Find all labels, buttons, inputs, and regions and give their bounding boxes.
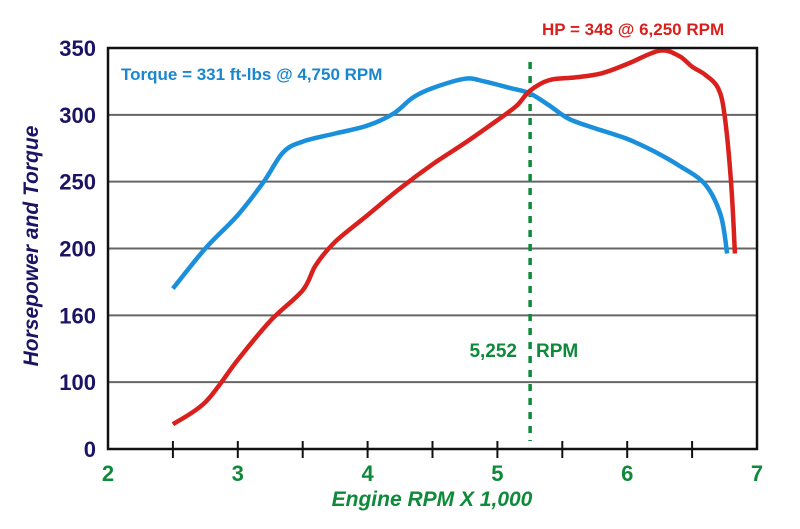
- y-tick-label: 350: [59, 36, 96, 61]
- reference-rpm-value: 5,252: [469, 341, 517, 362]
- x-axis-label: Engine RPM X 1,000: [332, 488, 533, 511]
- y-axis-label: Horsepower and Torque: [20, 125, 43, 366]
- torque-peak-annotation: Torque = 331 ft-lbs @ 4,750 RPM: [121, 65, 382, 84]
- x-axis-ticks: 2 3 4 5 6 7: [102, 441, 763, 486]
- y-tick-label: 300: [59, 103, 96, 128]
- hp-peak-annotation: HP = 348 @ 6,250 RPM: [542, 20, 724, 39]
- x-tick-label: 7: [751, 461, 763, 486]
- y-tick-label: 100: [59, 370, 96, 395]
- plot-curves: [171, 48, 738, 427]
- hp-curve: [171, 48, 738, 427]
- x-tick-label: 5: [491, 461, 503, 486]
- x-tick-label: 2: [102, 461, 114, 486]
- torque-curve: [171, 76, 730, 291]
- y-tick-label: 0: [84, 437, 96, 462]
- x-tick-label: 3: [232, 461, 244, 486]
- y-tick-label: 250: [59, 170, 96, 195]
- gridlines: [108, 113, 757, 384]
- x-tick-label: 4: [361, 461, 374, 486]
- y-axis-ticks: 0 100 160 200 250 300 350: [59, 36, 96, 462]
- x-tick-label: 6: [621, 461, 633, 486]
- y-tick-label: 160: [59, 303, 96, 328]
- reference-rpm-unit: RPM: [536, 341, 578, 362]
- y-tick-label: 200: [59, 237, 96, 262]
